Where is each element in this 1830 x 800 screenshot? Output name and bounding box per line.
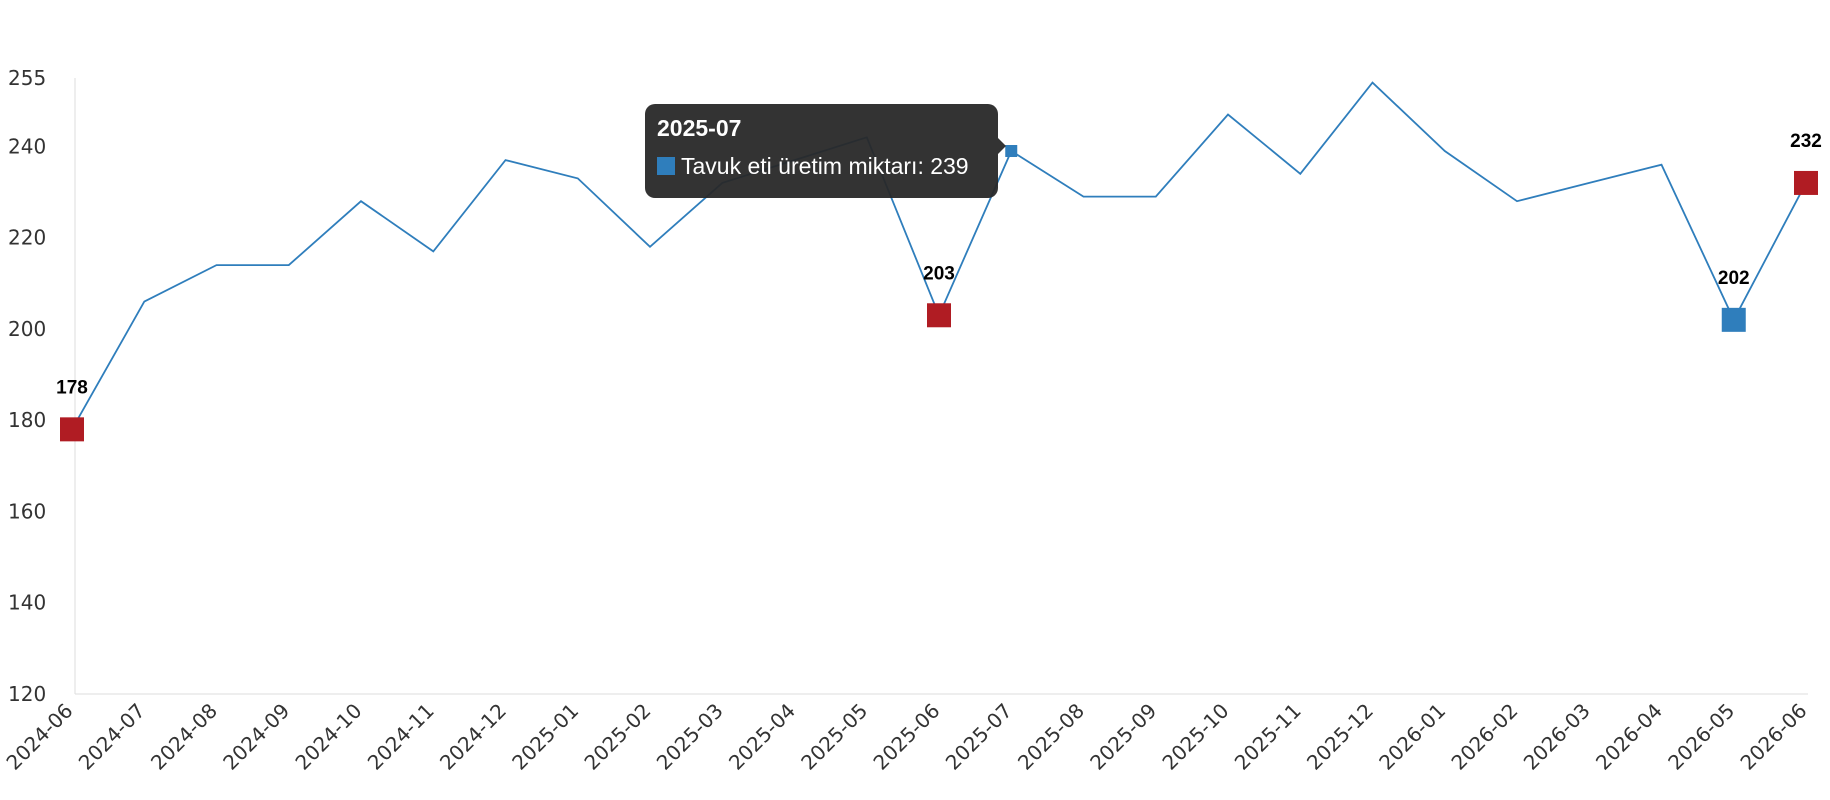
- hover-point: [1005, 145, 1018, 158]
- tooltip-text: Tavuk eti üretim miktarı: 239: [681, 153, 969, 179]
- x-tick-label: 2025-04: [724, 699, 800, 775]
- highlight-point: [1794, 170, 1818, 195]
- y-tick-label: 120: [8, 682, 46, 706]
- highlight-point: [927, 303, 951, 328]
- data-label: 203: [923, 263, 955, 284]
- x-tick-label: 2025-06: [868, 699, 944, 775]
- tooltip-row: Tavuk eti üretim miktarı: 239: [657, 152, 986, 180]
- tooltip-title: 2025-07: [657, 115, 742, 141]
- y-tick-label: 160: [8, 499, 46, 523]
- x-tick-label: 2025-12: [1302, 699, 1378, 775]
- y-tick-label: 140: [8, 591, 46, 615]
- y-tick-label: 240: [8, 134, 46, 158]
- x-tick-label: 2025-08: [1013, 699, 1089, 775]
- data-label: 202: [1718, 268, 1750, 289]
- x-tick-label: 2025-01: [507, 699, 583, 775]
- x-tick-label: 2025-02: [579, 699, 655, 775]
- x-tick-label: 2024-10: [290, 699, 366, 775]
- x-tick-label: 2025-11: [1230, 699, 1306, 775]
- highlight-point: [1721, 307, 1746, 332]
- data-label: 232: [1790, 131, 1822, 152]
- x-tick-label: 2024-07: [74, 699, 150, 775]
- x-tick-label: 2026-03: [1519, 699, 1595, 775]
- x-tick-label: 2025-07: [941, 699, 1017, 775]
- x-tick-label: 2026-05: [1663, 699, 1739, 775]
- x-tick-label: 2025-03: [652, 699, 728, 775]
- y-tick-label: 180: [8, 408, 46, 432]
- x-tick-label: 2026-04: [1591, 699, 1667, 775]
- x-tick-label: 2025-05: [796, 699, 872, 775]
- tooltip-series-swatch: [657, 157, 675, 175]
- highlight-point: [60, 417, 84, 442]
- x-tick-label: 2024-11: [363, 699, 439, 775]
- y-tick-label: 200: [8, 317, 46, 341]
- x-tick-label: 2024-09: [218, 699, 294, 775]
- y-tick-label: 255: [8, 66, 46, 90]
- tooltip: 2025-07 Tavuk eti üretim miktarı: 239: [645, 104, 1006, 198]
- data-label: 178: [56, 377, 88, 398]
- x-tick-label: 2026-02: [1446, 699, 1522, 775]
- tooltip-arrow: [998, 138, 1006, 154]
- x-tick-label: 2025-09: [1085, 699, 1161, 775]
- x-tick-label: 2024-12: [435, 699, 511, 775]
- x-tick-label: 2024-06: [1, 699, 77, 775]
- x-tick-label: 2026-06: [1735, 699, 1811, 775]
- x-tick-label: 2026-01: [1374, 699, 1450, 775]
- x-tick-label: 2024-08: [146, 699, 222, 775]
- x-tick-label: 2025-10: [1157, 699, 1233, 775]
- y-tick-label: 220: [8, 226, 46, 250]
